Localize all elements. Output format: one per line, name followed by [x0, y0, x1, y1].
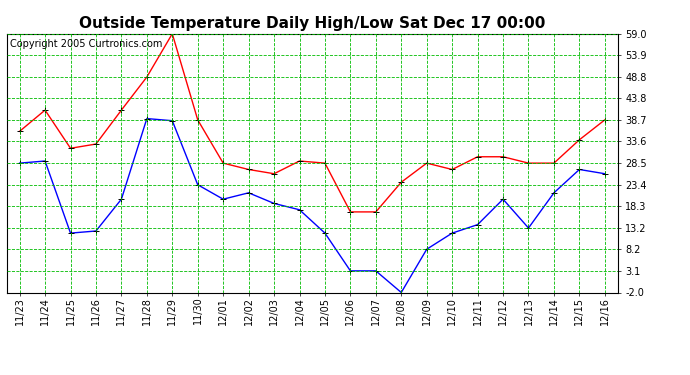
Text: Copyright 2005 Curtronics.com: Copyright 2005 Curtronics.com [10, 39, 162, 49]
Title: Outside Temperature Daily High/Low Sat Dec 17 00:00: Outside Temperature Daily High/Low Sat D… [79, 16, 545, 31]
